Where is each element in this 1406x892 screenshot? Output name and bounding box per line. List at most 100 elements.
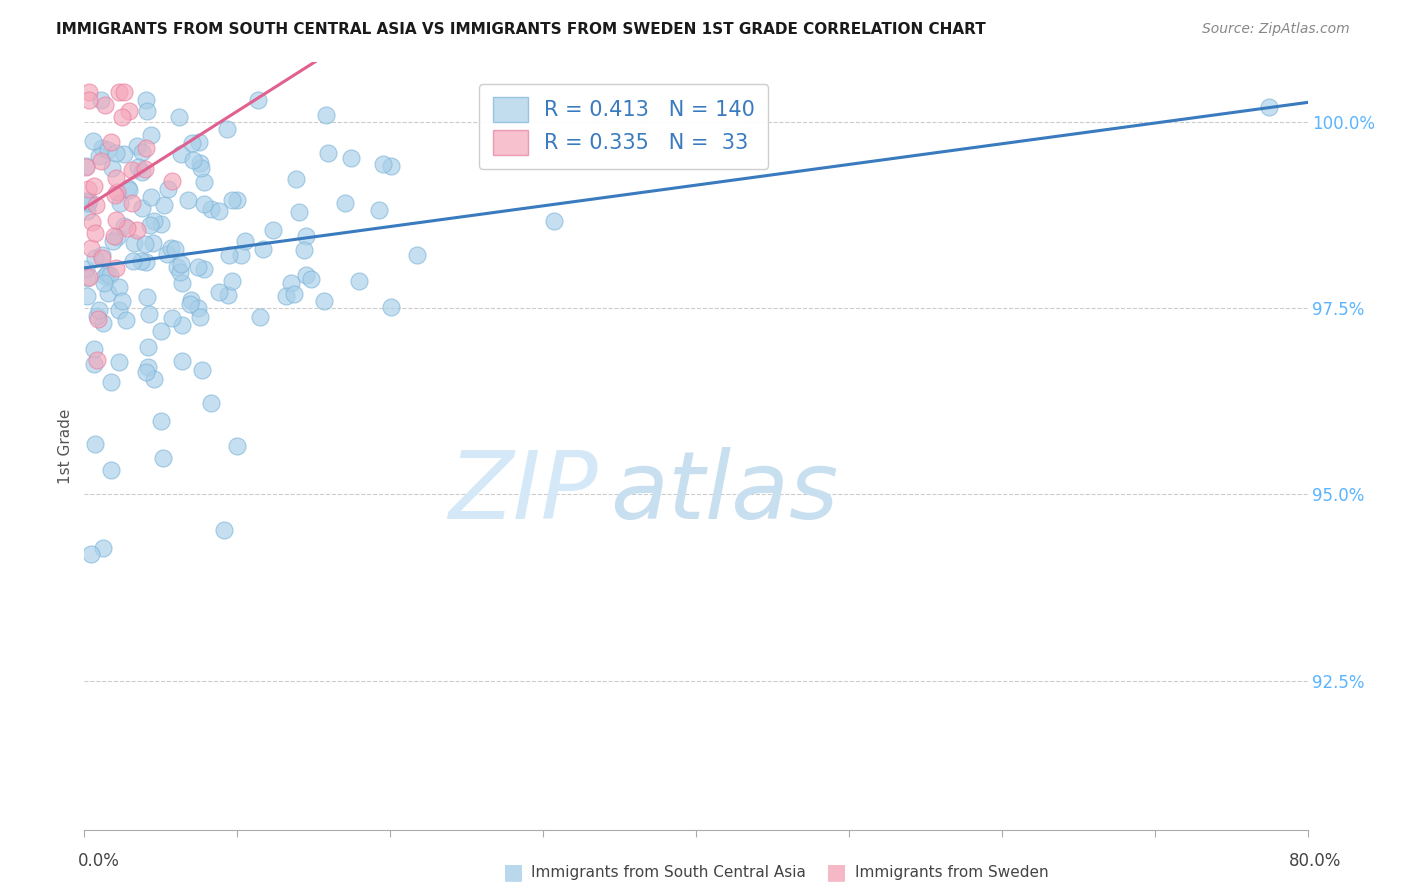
Point xyxy=(84,226,107,240)
Point xyxy=(100,135,122,149)
Point xyxy=(105,213,128,227)
Point xyxy=(83,357,105,371)
Point xyxy=(169,264,191,278)
Point xyxy=(180,136,202,150)
Text: IMMIGRANTS FROM SOUTH CENTRAL ASIA VS IMMIGRANTS FROM SWEDEN 1ST GRADE CORRELATI: IMMIGRANTS FROM SOUTH CENTRAL ASIA VS IM… xyxy=(56,22,986,37)
Point xyxy=(316,146,339,161)
Point xyxy=(121,195,143,210)
Point xyxy=(75,261,97,276)
Point xyxy=(83,251,105,265)
Point xyxy=(97,143,120,157)
Text: 0.0%: 0.0% xyxy=(77,852,120,870)
Point xyxy=(163,242,186,256)
Point xyxy=(94,269,117,284)
Point xyxy=(159,241,181,255)
Point xyxy=(312,294,335,309)
Text: 80.0%: 80.0% xyxy=(1288,852,1341,870)
Point xyxy=(1258,100,1281,114)
Point xyxy=(115,313,138,327)
Point xyxy=(112,219,135,233)
Point xyxy=(283,286,305,301)
Point xyxy=(160,174,183,188)
Point xyxy=(280,276,302,290)
Point xyxy=(112,85,135,99)
Point xyxy=(80,241,103,255)
Point xyxy=(315,108,337,122)
Text: ■: ■ xyxy=(827,863,846,882)
Point xyxy=(170,257,193,271)
Point xyxy=(221,194,243,208)
Point xyxy=(108,355,131,369)
Point xyxy=(136,104,159,119)
Point xyxy=(84,198,107,212)
Point xyxy=(153,198,176,212)
Point xyxy=(87,303,110,318)
Point xyxy=(77,182,100,196)
Point xyxy=(188,310,211,324)
Point xyxy=(111,293,134,308)
Point xyxy=(249,310,271,324)
Point xyxy=(233,235,256,249)
Point xyxy=(193,196,215,211)
Point xyxy=(122,236,145,251)
Point xyxy=(180,293,202,307)
Point xyxy=(107,85,129,99)
Point xyxy=(82,134,104,148)
Point xyxy=(98,268,121,283)
Point xyxy=(86,312,108,326)
Text: Immigrants from Sweden: Immigrants from Sweden xyxy=(855,865,1049,880)
Point xyxy=(177,194,200,208)
Point xyxy=(135,365,157,379)
Point xyxy=(150,324,173,338)
Point xyxy=(188,155,211,169)
Point xyxy=(101,234,124,248)
Point xyxy=(543,213,565,227)
Point xyxy=(135,141,157,155)
Point xyxy=(93,277,115,291)
Point xyxy=(139,219,162,233)
Point xyxy=(187,301,209,315)
Point xyxy=(200,202,222,216)
Point xyxy=(179,297,201,311)
Point xyxy=(108,302,131,317)
Point xyxy=(160,311,183,326)
Point xyxy=(156,182,179,196)
Point xyxy=(75,159,97,173)
Point xyxy=(166,260,188,274)
Point xyxy=(135,255,157,269)
Point xyxy=(150,217,173,231)
Point xyxy=(110,196,132,211)
Point xyxy=(118,104,141,119)
Point xyxy=(136,340,159,354)
Point xyxy=(76,270,98,285)
Point xyxy=(134,237,156,252)
Point xyxy=(91,251,114,265)
Point xyxy=(100,375,122,389)
Point xyxy=(96,267,118,281)
Text: atlas: atlas xyxy=(610,447,838,538)
Text: Immigrants from South Central Asia: Immigrants from South Central Asia xyxy=(531,865,807,880)
Point xyxy=(76,289,98,303)
Point xyxy=(181,153,204,167)
Point xyxy=(295,268,318,283)
Point xyxy=(80,215,103,229)
Point xyxy=(295,229,318,244)
Point xyxy=(127,160,149,174)
Point xyxy=(131,202,153,216)
Point xyxy=(405,248,427,262)
Point xyxy=(104,261,127,276)
Point xyxy=(77,195,100,210)
Point xyxy=(134,162,156,177)
Point xyxy=(129,254,152,268)
Point xyxy=(187,260,209,275)
Point xyxy=(110,110,132,124)
Point xyxy=(105,185,128,199)
Point xyxy=(122,254,145,268)
Point xyxy=(77,85,100,99)
Point xyxy=(225,194,247,208)
Point xyxy=(118,183,141,197)
Point xyxy=(112,147,135,161)
Point xyxy=(212,523,235,537)
Point xyxy=(167,110,190,124)
Point xyxy=(143,214,166,228)
